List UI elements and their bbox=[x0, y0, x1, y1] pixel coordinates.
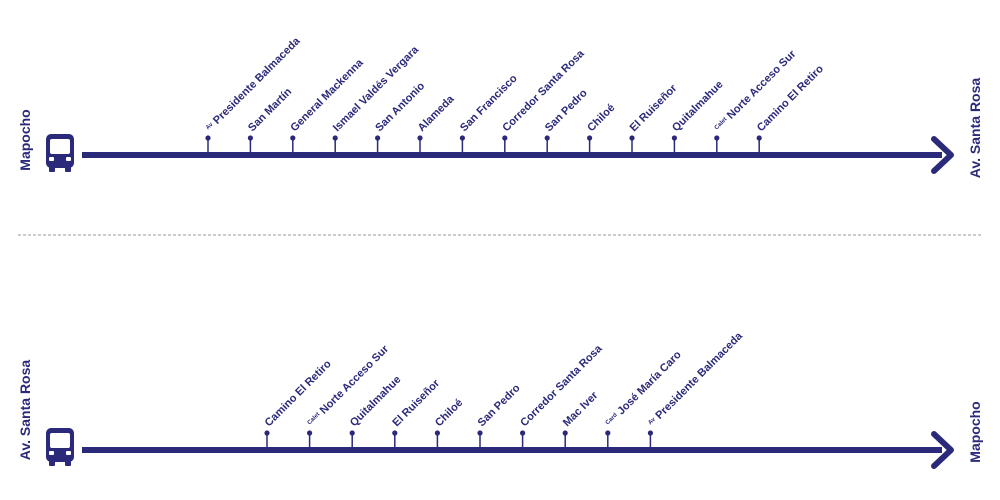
stop-pin-icon bbox=[205, 135, 211, 141]
stop-label: San Pedro bbox=[476, 382, 523, 429]
route-1-origin: Mapocho bbox=[17, 109, 33, 170]
stop-pin-icon bbox=[417, 135, 423, 141]
stop-label: Chiloé bbox=[585, 102, 617, 134]
arrow-head-icon bbox=[931, 431, 954, 469]
stop-name: Presidente Balmaceda bbox=[653, 330, 745, 422]
stop-label: San Martín bbox=[246, 86, 294, 134]
stop: San Pedro bbox=[543, 87, 590, 152]
stop-label: Corredor Santa Rosa bbox=[500, 47, 587, 134]
stop: El Ruiseñor bbox=[390, 377, 443, 447]
stop-pin-icon bbox=[756, 135, 762, 141]
route-2-origin: Av. Santa Rosa bbox=[17, 360, 33, 461]
stop-pin-icon bbox=[307, 430, 313, 436]
stop: Alameda bbox=[416, 93, 458, 152]
bus-icon bbox=[46, 134, 74, 172]
route-1-destination: Av. Santa Rosa bbox=[967, 78, 983, 179]
stop-label: General Mackenna bbox=[288, 56, 366, 134]
stop-pin-icon bbox=[587, 135, 593, 141]
stop-pin-icon bbox=[477, 430, 483, 436]
stop-pin-icon bbox=[290, 135, 296, 141]
route-2: Av. Santa Rosa Camino El RetiroCaletNort… bbox=[17, 330, 983, 469]
stop-name: Norte Acceso Sur bbox=[318, 343, 392, 417]
route-line bbox=[82, 447, 942, 453]
stop-pin-icon bbox=[502, 135, 508, 141]
stop-name: Presidente Balmaceda bbox=[211, 35, 303, 127]
stop-label: CaletNorte Acceso Sur bbox=[712, 48, 798, 134]
route-2-destination: Mapocho bbox=[967, 401, 983, 462]
stop-pin-icon bbox=[349, 430, 355, 436]
stop-pin-icon bbox=[392, 430, 398, 436]
stop-pin-icon bbox=[714, 135, 720, 141]
stop-prefix: Av bbox=[647, 416, 657, 426]
route-line bbox=[82, 152, 942, 158]
stop-label: Alameda bbox=[416, 93, 458, 135]
stop-prefix: Calet bbox=[714, 117, 729, 132]
stop-prefix: Card bbox=[605, 412, 619, 426]
stop-pin-icon bbox=[332, 135, 338, 141]
stop-pin-icon bbox=[562, 430, 568, 436]
stop-pin-icon bbox=[375, 135, 381, 141]
stop: Chiloé bbox=[433, 397, 465, 447]
stop-pin-icon bbox=[264, 430, 270, 436]
stop: El Ruiseñor bbox=[628, 82, 680, 152]
bus-icon bbox=[46, 428, 74, 466]
stop-label: San Pedro bbox=[543, 87, 590, 134]
stop-pin-icon bbox=[247, 135, 253, 141]
stop-pin-icon bbox=[459, 135, 465, 141]
stop: Chiloé bbox=[585, 102, 617, 152]
stop-label: Corredor Santa Rosa bbox=[518, 342, 605, 429]
stop-name: Norte Acceso Sur bbox=[725, 48, 799, 122]
stop-label: CardJosé María Caro bbox=[603, 349, 684, 430]
stop-pin-icon bbox=[671, 135, 678, 141]
stop: San Pedro bbox=[476, 382, 523, 447]
stop-label: Mac Iver bbox=[561, 389, 601, 429]
stop-pin-icon bbox=[629, 135, 635, 141]
stop: San Martín bbox=[246, 86, 294, 152]
stop-label: Chiloé bbox=[433, 397, 465, 429]
stop-pin-icon bbox=[434, 430, 440, 436]
stop-pin-icon bbox=[647, 430, 654, 436]
stop-label: Ismael Valdés Vergara bbox=[331, 43, 422, 134]
stop-prefix: Calet bbox=[307, 412, 322, 427]
stop-pin-icon bbox=[520, 430, 526, 436]
stop-label: Camino El Retiro bbox=[263, 358, 334, 429]
stop-pin-icon bbox=[605, 430, 611, 436]
stop-label: CaletNorte Acceso Sur bbox=[305, 343, 391, 429]
arrow-head-icon bbox=[931, 136, 954, 174]
stop-pin-icon bbox=[544, 135, 550, 141]
stop: Mac Iver bbox=[561, 389, 601, 447]
stop: AvPresidente Balmaceda bbox=[647, 330, 746, 447]
stop: San Francisco bbox=[458, 72, 520, 152]
stop-prefix: Av bbox=[205, 121, 215, 131]
